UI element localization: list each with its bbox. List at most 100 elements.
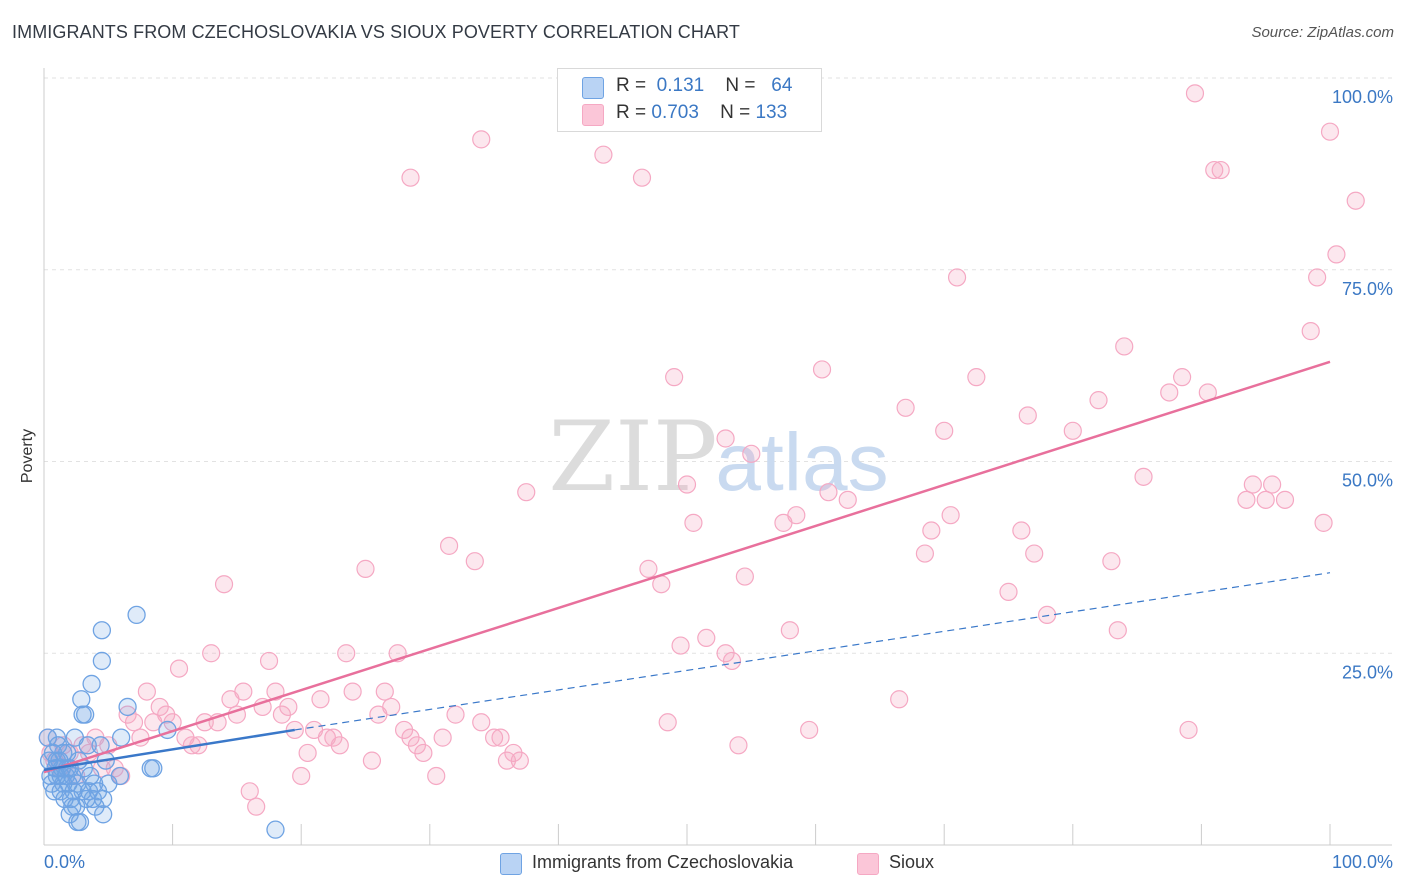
sioux-point bbox=[292, 766, 311, 786]
sioux-point bbox=[356, 559, 375, 578]
trend-lines bbox=[43, 360, 1331, 774]
sioux-point bbox=[947, 268, 967, 287]
sioux-point bbox=[279, 697, 298, 717]
sioux-point bbox=[1205, 160, 1224, 180]
sioux-point bbox=[665, 368, 684, 387]
sioux-point bbox=[729, 736, 748, 755]
sioux-point bbox=[838, 490, 857, 509]
sioux-point bbox=[999, 582, 1018, 601]
czechoslovakia-point bbox=[112, 728, 131, 747]
sioux-point bbox=[1160, 383, 1179, 402]
sioux-point bbox=[915, 544, 935, 563]
sioux-point bbox=[1063, 421, 1082, 440]
czechoslovakia-point bbox=[127, 605, 146, 625]
czechoslovakia-point bbox=[266, 820, 285, 839]
sioux-trend-line bbox=[43, 360, 1331, 774]
sioux-point bbox=[491, 728, 510, 747]
sioux-point bbox=[1301, 322, 1320, 341]
bottom-legend-swatch-blue bbox=[500, 853, 522, 875]
sioux-point bbox=[1179, 720, 1198, 740]
sioux-point bbox=[1089, 391, 1108, 410]
sioux-point bbox=[684, 513, 703, 532]
y-tick-label-100: 100.0% bbox=[1332, 87, 1393, 107]
gridlines bbox=[44, 77, 1392, 654]
sioux-point bbox=[234, 682, 253, 701]
sioux-point bbox=[465, 552, 484, 571]
sioux-point bbox=[330, 736, 349, 755]
czechoslovakia-point bbox=[86, 797, 105, 816]
sioux-point bbox=[1314, 513, 1333, 532]
sioux-point bbox=[1211, 160, 1230, 180]
sioux-point bbox=[671, 636, 690, 655]
bottom-legend-label-1: Immigrants from Czechoslovakia bbox=[532, 852, 794, 872]
sioux-point bbox=[677, 475, 697, 494]
x-tick-label-right: 100.0% bbox=[1332, 852, 1393, 872]
sioux-point bbox=[1263, 475, 1282, 494]
tick-labels: 25.0% 50.0% 75.0% 100.0% 0.0% 100.0% bbox=[44, 87, 1393, 872]
legend-text-1: R = 0.131 N = 64 bbox=[616, 75, 793, 96]
y-tick-label-50: 50.0% bbox=[1342, 471, 1393, 491]
czechoslovakia-point bbox=[118, 697, 137, 717]
sioux-point bbox=[594, 145, 613, 164]
sioux-point bbox=[922, 521, 941, 540]
sioux-point bbox=[375, 682, 394, 701]
watermark-zip: ZIP bbox=[548, 401, 717, 513]
sioux-point bbox=[1256, 490, 1275, 509]
sioux-point bbox=[819, 483, 838, 502]
sioux-point bbox=[735, 567, 754, 586]
sioux-point bbox=[1320, 122, 1340, 141]
x-tick-label-left: 0.0% bbox=[44, 852, 85, 872]
sioux-point bbox=[787, 506, 806, 525]
sioux-point bbox=[1185, 84, 1205, 103]
sioux-point bbox=[896, 398, 915, 417]
watermark-atlas: atlas bbox=[715, 417, 888, 508]
legend-swatch-blue bbox=[582, 77, 604, 99]
sioux-point bbox=[1237, 490, 1256, 509]
sioux-point bbox=[337, 644, 356, 663]
axes bbox=[43, 68, 1392, 846]
bottom-legend-label-2: Sioux bbox=[889, 852, 935, 872]
sioux-point bbox=[446, 705, 465, 724]
sioux-point bbox=[247, 797, 266, 816]
sioux-point bbox=[427, 766, 446, 786]
sioux-point bbox=[812, 360, 832, 379]
y-tick-label-75: 75.0% bbox=[1342, 279, 1393, 299]
sioux-point bbox=[485, 728, 504, 747]
czechoslovakia-point bbox=[73, 705, 92, 724]
sioux-point bbox=[890, 690, 909, 709]
sioux-point bbox=[697, 628, 716, 648]
sioux-point bbox=[722, 651, 742, 671]
chart-title: IMMIGRANTS FROM CZECHOSLOVAKIA VS SIOUX … bbox=[12, 22, 740, 42]
sioux-point bbox=[1308, 268, 1327, 287]
sioux-point bbox=[362, 751, 382, 770]
sioux-point bbox=[433, 728, 452, 747]
sioux-point bbox=[214, 575, 234, 594]
sioux-point bbox=[382, 697, 401, 717]
sioux-point bbox=[632, 168, 652, 187]
czechoslovakia-point bbox=[94, 805, 113, 824]
czechoslovakia-point bbox=[144, 759, 163, 778]
sioux-point bbox=[510, 751, 529, 770]
czechoslovakia-trend-solid bbox=[43, 728, 295, 772]
sioux-point bbox=[298, 743, 317, 763]
sioux-point bbox=[1275, 490, 1295, 509]
sioux-point bbox=[1173, 368, 1192, 387]
sioux-point bbox=[202, 644, 221, 663]
sioux-point bbox=[1134, 467, 1153, 486]
czechoslovakia-point bbox=[92, 651, 112, 671]
sioux-point bbox=[716, 429, 735, 448]
sioux-point bbox=[439, 536, 459, 555]
czechoslovakia-point bbox=[92, 621, 112, 640]
sioux-point bbox=[1037, 605, 1057, 625]
sioux-point bbox=[169, 659, 189, 678]
sioux-point bbox=[1025, 544, 1044, 563]
sioux-point bbox=[742, 444, 761, 463]
sioux-point bbox=[401, 168, 420, 187]
sioux-point bbox=[1115, 337, 1134, 356]
y-tick-label-25: 25.0% bbox=[1342, 662, 1393, 682]
sioux-point bbox=[967, 368, 986, 387]
czechoslovakia-point bbox=[82, 674, 101, 694]
sioux-point bbox=[259, 651, 279, 671]
source-label: Source: ZipAtlas.com bbox=[1251, 24, 1394, 41]
